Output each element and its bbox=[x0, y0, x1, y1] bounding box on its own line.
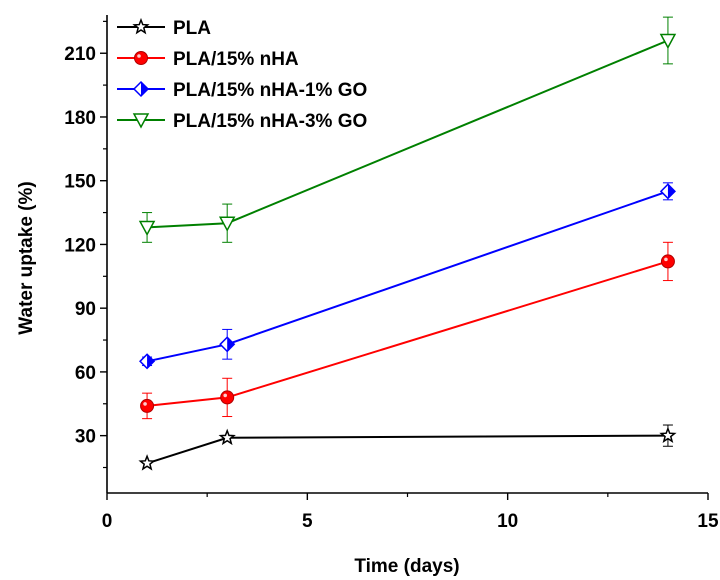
x-axis: 0 5 10 15 bbox=[102, 493, 719, 532]
legend-item-3: PLA/15% nHA-1% GO bbox=[117, 80, 367, 101]
diamond-marker-half bbox=[227, 337, 235, 352]
y-axis-title: Water uptake (%) bbox=[16, 181, 37, 334]
legend-swatch-marker bbox=[132, 113, 150, 129]
series-layer bbox=[138, 16, 677, 471]
star-marker bbox=[659, 426, 677, 443]
diamond-marker-half bbox=[667, 184, 675, 199]
circle-marker-highlight bbox=[137, 54, 141, 58]
circle-marker bbox=[220, 390, 235, 405]
y-tick-label: 210 bbox=[64, 44, 96, 65]
data-point bbox=[139, 353, 156, 370]
diamond-marker-half bbox=[147, 354, 155, 369]
circle-marker-highlight bbox=[223, 393, 227, 398]
y-tick-label: 150 bbox=[64, 172, 96, 193]
legend-label: PLA/15% nHA bbox=[173, 49, 299, 70]
data-point bbox=[660, 254, 675, 269]
data-point bbox=[138, 220, 156, 237]
circle-marker-highlight bbox=[143, 402, 147, 406]
legend-label: PLA/15% nHA-1% GO bbox=[173, 80, 367, 101]
legend-item-1: PLA bbox=[117, 17, 211, 39]
y-tick-label: 180 bbox=[64, 108, 96, 129]
circle-marker bbox=[134, 51, 148, 65]
y-tick-label: 30 bbox=[75, 427, 96, 448]
data-point bbox=[659, 33, 677, 50]
y-tick-label: 60 bbox=[75, 363, 96, 384]
star-marker bbox=[132, 17, 150, 35]
triangle-down-marker bbox=[132, 113, 150, 129]
triangle-down-marker bbox=[218, 216, 236, 232]
diamond-marker-half bbox=[141, 82, 148, 96]
legend-swatch-marker bbox=[132, 17, 150, 35]
series-line bbox=[146, 260, 669, 407]
series-1 bbox=[138, 424, 677, 471]
circle-marker bbox=[140, 398, 155, 413]
triangle-down-marker bbox=[138, 220, 156, 237]
star-marker bbox=[218, 428, 236, 446]
data-point bbox=[140, 398, 155, 413]
legend: PLA PLA/15% nHA PLA/15% nHA-1% GO PLA/15% n… bbox=[117, 17, 367, 132]
legend-item-2: PLA/15% nHA bbox=[117, 49, 299, 70]
triangle-down-marker bbox=[659, 33, 677, 50]
circle-marker bbox=[660, 254, 675, 269]
legend-swatch-marker bbox=[134, 51, 148, 65]
series-2 bbox=[140, 241, 675, 420]
x-tick-label: 10 bbox=[497, 511, 518, 532]
data-point bbox=[218, 428, 236, 446]
data-point bbox=[218, 216, 236, 232]
legend-swatch-marker bbox=[132, 80, 150, 98]
y-axis: 30 60 90 120 150 180 210 bbox=[64, 20, 107, 469]
x-tick-label: 5 bbox=[302, 511, 313, 532]
y-tick-label: 120 bbox=[64, 235, 96, 256]
circle-marker-highlight bbox=[664, 257, 668, 262]
data-point bbox=[659, 426, 677, 443]
data-point bbox=[219, 336, 236, 353]
data-point bbox=[138, 454, 156, 471]
x-tick-label: 15 bbox=[697, 511, 719, 532]
data-point bbox=[220, 390, 235, 405]
data-point bbox=[659, 183, 676, 200]
x-tick-label: 0 bbox=[102, 511, 113, 532]
y-tick-label: 90 bbox=[75, 299, 96, 320]
x-axis-title: Time (days) bbox=[354, 556, 459, 577]
series-4 bbox=[138, 16, 677, 243]
legend-label: PLA/15% nHA-3% GO bbox=[173, 111, 367, 132]
legend-item-4: PLA/15% nHA-3% GO bbox=[117, 111, 367, 132]
series-3 bbox=[139, 182, 676, 370]
legend-label: PLA bbox=[173, 18, 211, 39]
star-marker bbox=[138, 454, 156, 471]
